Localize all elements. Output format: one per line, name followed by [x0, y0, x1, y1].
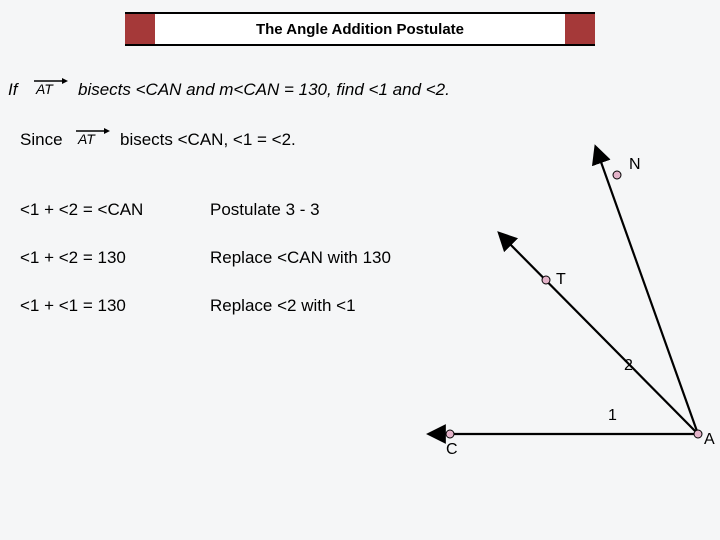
page-title: The Angle Addition Postulate [127, 14, 593, 44]
svg-text:T: T [556, 271, 566, 288]
text-if: If [8, 80, 17, 100]
text-if-rest: bisects <CAN and m<CAN = 130, find <1 an… [78, 80, 450, 100]
row-1-right: Replace <CAN with 130 [210, 248, 391, 268]
svg-text:C: C [446, 441, 458, 458]
title-banner: The Angle Addition Postulate [125, 12, 595, 46]
row-1-left: <1 + <2 = 130 [20, 248, 126, 268]
svg-text:A: A [704, 431, 715, 448]
svg-text:2: 2 [624, 357, 633, 374]
svg-text:AT: AT [35, 81, 54, 95]
text-since-rest: bisects <CAN, <1 = <2. [120, 130, 296, 150]
svg-text:AT: AT [77, 131, 96, 145]
row-0-left: <1 + <2 = <CAN [20, 200, 143, 220]
row-2-right: Replace <2 with <1 [210, 296, 356, 316]
svg-text:1: 1 [608, 407, 617, 424]
text-since: Since [20, 130, 63, 150]
svg-text:N: N [629, 156, 641, 173]
row-2-left: <1 + <1 = 130 [20, 296, 126, 316]
ray-at-icon-1: AT [32, 77, 68, 95]
row-0-right: Postulate 3 - 3 [210, 200, 320, 220]
ray-at-icon-2: AT [74, 127, 110, 145]
